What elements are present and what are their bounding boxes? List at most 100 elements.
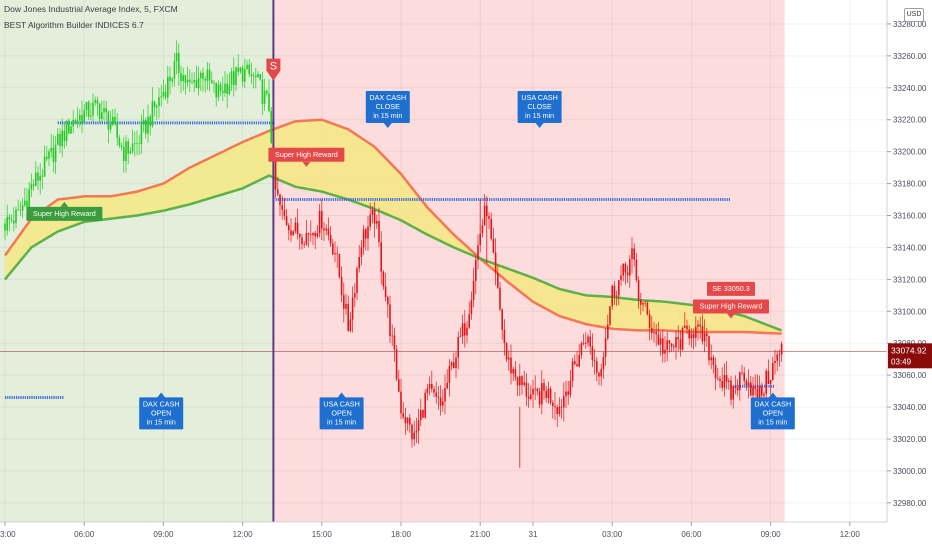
candle-body xyxy=(178,53,180,74)
candle-body xyxy=(72,119,74,127)
candle-body xyxy=(719,378,721,382)
candle-body xyxy=(59,133,61,147)
candle-body xyxy=(131,143,134,152)
candle-body xyxy=(569,380,572,395)
candle-body xyxy=(35,172,37,186)
x-tick-label: 03:00 xyxy=(602,530,623,539)
candle-body xyxy=(290,230,292,236)
candle-body xyxy=(679,339,682,350)
candle-body xyxy=(477,245,479,260)
candle-body xyxy=(371,209,374,215)
candle-body xyxy=(338,253,341,278)
candle-body xyxy=(624,263,627,273)
candle-body xyxy=(211,80,213,84)
annotation-text: CLOSE xyxy=(376,102,401,111)
candlesticks xyxy=(4,40,783,468)
candle-body xyxy=(321,211,323,229)
candle-body xyxy=(376,220,378,224)
candle-body xyxy=(538,391,541,405)
candle-body xyxy=(514,369,517,378)
candle-body xyxy=(354,293,356,298)
candle-body xyxy=(723,375,726,388)
candle-body xyxy=(479,233,481,246)
annotation-pointer xyxy=(302,161,311,167)
candle-body xyxy=(587,336,589,344)
candle-body xyxy=(329,234,332,244)
candle-body xyxy=(613,285,616,297)
candle-body xyxy=(301,237,303,244)
candle-body xyxy=(552,402,554,407)
candle-body xyxy=(728,380,730,382)
annotation-text: in 15 min xyxy=(525,111,554,120)
candle-body xyxy=(516,377,519,386)
annotation-pointer xyxy=(535,122,544,128)
candle-body xyxy=(15,209,17,224)
candle-body xyxy=(37,172,39,181)
annotation-pointer xyxy=(768,392,777,398)
candle-body xyxy=(195,79,198,89)
candle-body xyxy=(103,108,105,113)
x-tick-label: 09:00 xyxy=(761,530,782,539)
candle-body xyxy=(534,388,536,390)
candle-body xyxy=(239,67,242,72)
candle-body xyxy=(618,280,620,296)
annotation-text: OPEN xyxy=(331,408,351,417)
y-tick-label: 33220.00 xyxy=(893,116,927,125)
candle-body xyxy=(268,93,270,112)
candle-body xyxy=(651,328,653,334)
annotation-box xyxy=(707,281,755,296)
candle-body xyxy=(629,259,631,276)
candle-body xyxy=(26,200,28,208)
candle-body xyxy=(349,319,352,331)
candle-body xyxy=(745,380,748,385)
candle-body xyxy=(107,112,110,130)
candle-body xyxy=(87,101,90,117)
band-lower-line xyxy=(4,174,783,332)
currency-badge[interactable]: USD xyxy=(904,8,924,22)
candle-body xyxy=(94,100,96,103)
candle-body xyxy=(752,386,754,396)
candle-body xyxy=(521,376,523,385)
candle-body xyxy=(701,326,704,342)
candle-body xyxy=(492,238,495,253)
candle-body xyxy=(274,152,277,190)
candle-body xyxy=(589,336,591,347)
candle-body xyxy=(180,73,182,82)
candle-body xyxy=(215,82,217,98)
candle-body xyxy=(332,243,334,255)
candle-body xyxy=(664,349,666,354)
candle-body xyxy=(325,228,327,231)
bear-zone xyxy=(273,0,785,522)
candle-body xyxy=(147,116,149,134)
candle-body xyxy=(226,83,228,94)
candle-body xyxy=(10,219,13,221)
countdown-text: 03:49 xyxy=(891,357,912,366)
candle-body xyxy=(455,357,457,369)
candle-body xyxy=(299,233,301,238)
candle-body xyxy=(714,364,717,379)
candle-body xyxy=(439,397,442,406)
candle-body xyxy=(230,71,233,85)
candle-body xyxy=(541,383,543,405)
candle-body xyxy=(646,302,649,315)
candle-body xyxy=(631,248,633,260)
candle-body xyxy=(598,372,600,377)
candle-body xyxy=(312,232,314,236)
candle-body xyxy=(255,75,257,78)
x-tick-label: 12:00 xyxy=(840,530,861,539)
candle-body xyxy=(417,420,420,431)
candle-body xyxy=(431,384,433,389)
x-tick-label: 3:00 xyxy=(0,530,16,539)
candle-body xyxy=(208,69,211,81)
candle-body xyxy=(435,392,437,397)
candle-body xyxy=(384,286,387,298)
candle-body xyxy=(659,338,662,345)
annotation-text: Super High Reward xyxy=(700,302,763,311)
candle-body xyxy=(81,114,83,124)
candle-body xyxy=(63,130,66,142)
candle-body xyxy=(356,268,358,294)
sell-signal-marker xyxy=(266,58,281,81)
